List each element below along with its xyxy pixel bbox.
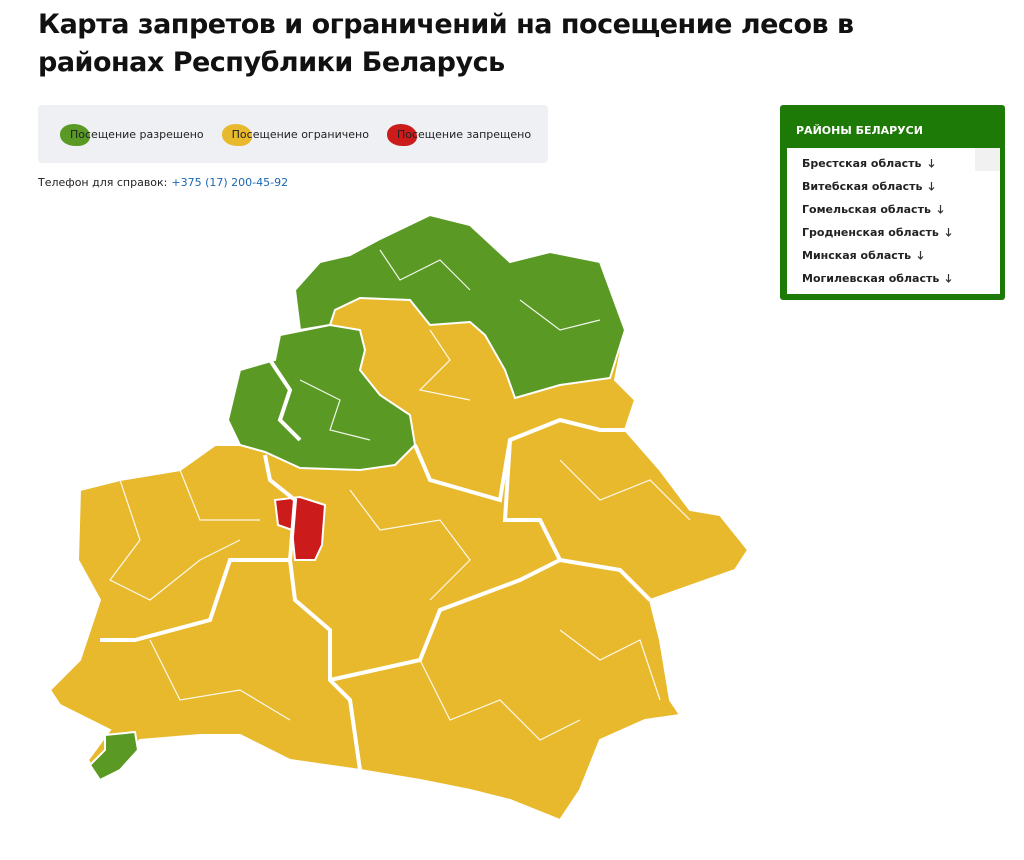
region-list: Брестская область Витебская область Гомель… (787, 148, 1000, 294)
region-item[interactable]: Могилевская область (787, 267, 1000, 290)
page-title: Карта запретов и ограничений на посещени… (38, 9, 854, 78)
region-item[interactable]: Витебская область (787, 175, 1000, 198)
region-label: Брестская область (802, 157, 922, 170)
scrollbar[interactable] (975, 148, 1000, 171)
expand-arrow (945, 274, 952, 283)
region-allowed[interactable] (293, 213, 627, 400)
region-label: Гомельская область (802, 203, 931, 216)
region-forbidden[interactable] (273, 495, 327, 561)
contact: Телефон для справок: +375 (17) 200-45-92 (38, 176, 288, 189)
legend-item: Посещение разрешено (60, 123, 204, 146)
region-item[interactable]: Гомельская область (787, 198, 1000, 221)
region-restricted[interactable] (48, 213, 750, 822)
expand-arrow (945, 228, 952, 237)
expand-arrow (929, 182, 935, 191)
legend-item: Посещение ограничено (221, 123, 369, 146)
phone-link[interactable]: +375 (17) 200-45-92 (171, 176, 289, 189)
region-item[interactable]: Гродненская область (787, 221, 1000, 244)
region-label: Витебская область (802, 180, 923, 193)
sidebar: РАЙОНЫ БЕЛАРУСИ Брестская область Витебск… (780, 105, 1005, 300)
region-label: Могилевская область (802, 272, 940, 285)
legend-swatch (386, 123, 417, 146)
expand-arrow (937, 205, 944, 214)
legend-item: Посещение запрещено (386, 123, 532, 146)
expand-arrow (928, 159, 934, 168)
region-label: Гродненская область (802, 226, 939, 239)
legend: Посещение разрешено Посещение ограничено… (38, 105, 548, 163)
contact-label: Телефон для справок: (38, 176, 168, 189)
region-allowed[interactable] (226, 323, 417, 472)
region-item[interactable]: Брестская область (787, 152, 1000, 175)
legend-label: Посещение разрешено (70, 127, 204, 141)
region-label: Минская область (802, 249, 912, 262)
legend-swatch (221, 123, 252, 146)
legend-label: Посещение запрещено (396, 127, 532, 141)
sidebar-title: РАЙОНЫ БЕЛАРУСИ (796, 124, 923, 137)
expand-arrow (917, 251, 924, 260)
legend-swatch (60, 123, 90, 146)
region-item[interactable]: Минская область (787, 244, 1000, 267)
region-allowed[interactable] (88, 730, 140, 782)
district-borders (109, 249, 691, 741)
map (48, 213, 750, 822)
legend-label: Посещение ограничено (231, 127, 369, 141)
